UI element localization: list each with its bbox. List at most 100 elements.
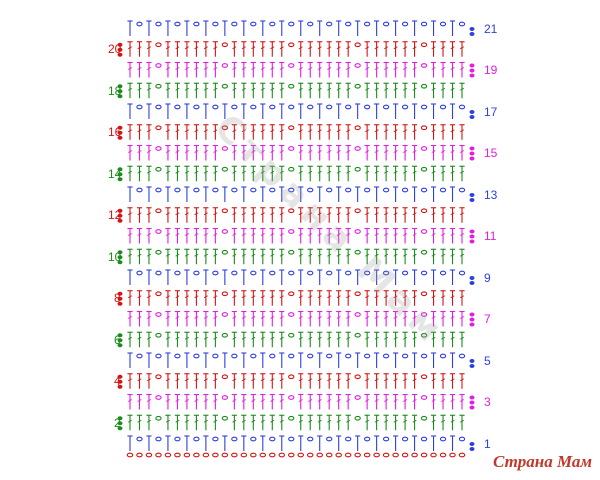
single-crochet-stitch [449, 352, 456, 368]
double-crochet-stitch [317, 144, 323, 161]
double-crochet-stitch [393, 310, 399, 327]
double-crochet-stitch [136, 310, 143, 327]
double-crochet-stitch [269, 310, 275, 327]
chain-stitch [307, 436, 314, 442]
double-crochet-stitch [203, 82, 209, 99]
chain-stitch [231, 104, 238, 110]
double-crochet-stitch [307, 248, 313, 265]
single-crochet-stitch [393, 269, 399, 285]
single-crochet-stitch [430, 435, 437, 451]
double-crochet-stitch [374, 82, 380, 99]
double-crochet-stitch [146, 124, 152, 140]
chain-stitch [326, 21, 333, 27]
double-crochet-stitch [440, 414, 446, 431]
row-number-6: 6 [114, 332, 121, 347]
single-crochet-stitch [317, 186, 323, 202]
single-crochet-stitch [374, 103, 380, 119]
chain-stitch [221, 312, 229, 317]
chain-stitch [212, 187, 219, 193]
double-crochet-stitch [393, 248, 399, 265]
double-crochet-stitch [260, 290, 266, 306]
single-crochet-stitch [393, 352, 399, 368]
chain-stitch [354, 42, 361, 48]
double-crochet-stitch [364, 61, 370, 78]
single-crochet-stitch [260, 269, 266, 285]
double-crochet-stitch [430, 248, 437, 265]
chain-stitch [316, 452, 323, 458]
double-crochet-stitch [440, 61, 446, 78]
double-crochet-stitch [250, 310, 256, 327]
double-crochet-stitch [459, 165, 465, 182]
double-crochet-stitch [402, 248, 408, 265]
double-crochet-stitch [449, 82, 456, 99]
double-crochet-stitch [459, 82, 465, 99]
double-crochet-stitch [250, 393, 256, 410]
chain-stitch [458, 21, 466, 27]
double-crochet-stitch [203, 144, 209, 161]
double-crochet-stitch [345, 414, 351, 431]
chain-stitch [458, 104, 466, 110]
double-crochet-stitch [269, 414, 275, 431]
double-crochet-stitch [440, 207, 446, 223]
chain-stitch [420, 187, 428, 193]
double-crochet-stitch [231, 393, 237, 410]
single-crochet-stitch [355, 352, 361, 368]
single-crochet-stitch [411, 186, 418, 202]
row-10 [117, 248, 465, 265]
double-crochet-stitch [459, 310, 465, 327]
turning-chain [469, 229, 475, 244]
single-crochet-stitch [411, 20, 418, 36]
chain-stitch [430, 452, 437, 458]
row-19 [127, 61, 475, 78]
double-crochet-stitch [250, 82, 256, 99]
row-number-12: 12 [108, 208, 122, 223]
chain-stitch [335, 452, 342, 458]
double-crochet-stitch [250, 227, 256, 244]
chain-stitch [382, 187, 390, 193]
chain-stitch [174, 452, 181, 458]
double-crochet-stitch [136, 165, 143, 182]
single-crochet-stitch [165, 20, 171, 36]
double-crochet-stitch [203, 207, 209, 223]
double-crochet-stitch [402, 124, 408, 140]
chain-stitch [420, 21, 428, 27]
double-crochet-stitch [430, 227, 437, 244]
double-crochet-stitch [231, 290, 237, 306]
double-crochet-stitch [326, 41, 332, 57]
chain-stitch [250, 452, 257, 458]
double-crochet-stitch [393, 144, 399, 161]
double-crochet-stitch [345, 227, 351, 244]
double-crochet-stitch [430, 207, 437, 223]
chain-stitch [326, 104, 333, 110]
chain-stitch [363, 436, 371, 442]
double-crochet-stitch [326, 61, 332, 78]
double-crochet-stitch [174, 165, 181, 182]
double-crochet-stitch [364, 227, 370, 244]
chain-stitch [420, 166, 428, 172]
double-crochet-stitch [212, 165, 218, 182]
double-crochet-stitch [364, 82, 370, 99]
chain-stitch [288, 415, 295, 421]
chain-stitch [193, 436, 200, 442]
single-crochet-stitch [127, 269, 133, 285]
row-12 [117, 207, 465, 223]
double-crochet-stitch [231, 331, 237, 348]
row-1 [127, 435, 475, 451]
turning-chain [117, 42, 123, 57]
double-crochet-stitch [279, 248, 285, 265]
chain-stitch [193, 270, 200, 276]
single-crochet-stitch [241, 103, 247, 119]
double-crochet-stitch [449, 310, 456, 327]
double-crochet-stitch [193, 61, 199, 78]
double-crochet-stitch [212, 414, 218, 431]
double-crochet-stitch [383, 331, 389, 348]
double-crochet-stitch [165, 227, 171, 244]
double-crochet-stitch [336, 248, 342, 265]
double-crochet-stitch [336, 310, 342, 327]
double-crochet-stitch [430, 414, 437, 431]
single-crochet-stitch [127, 186, 133, 202]
double-crochet-stitch [393, 331, 399, 348]
double-crochet-stitch [146, 165, 152, 182]
double-crochet-stitch [127, 310, 133, 327]
double-crochet-stitch [231, 248, 237, 265]
